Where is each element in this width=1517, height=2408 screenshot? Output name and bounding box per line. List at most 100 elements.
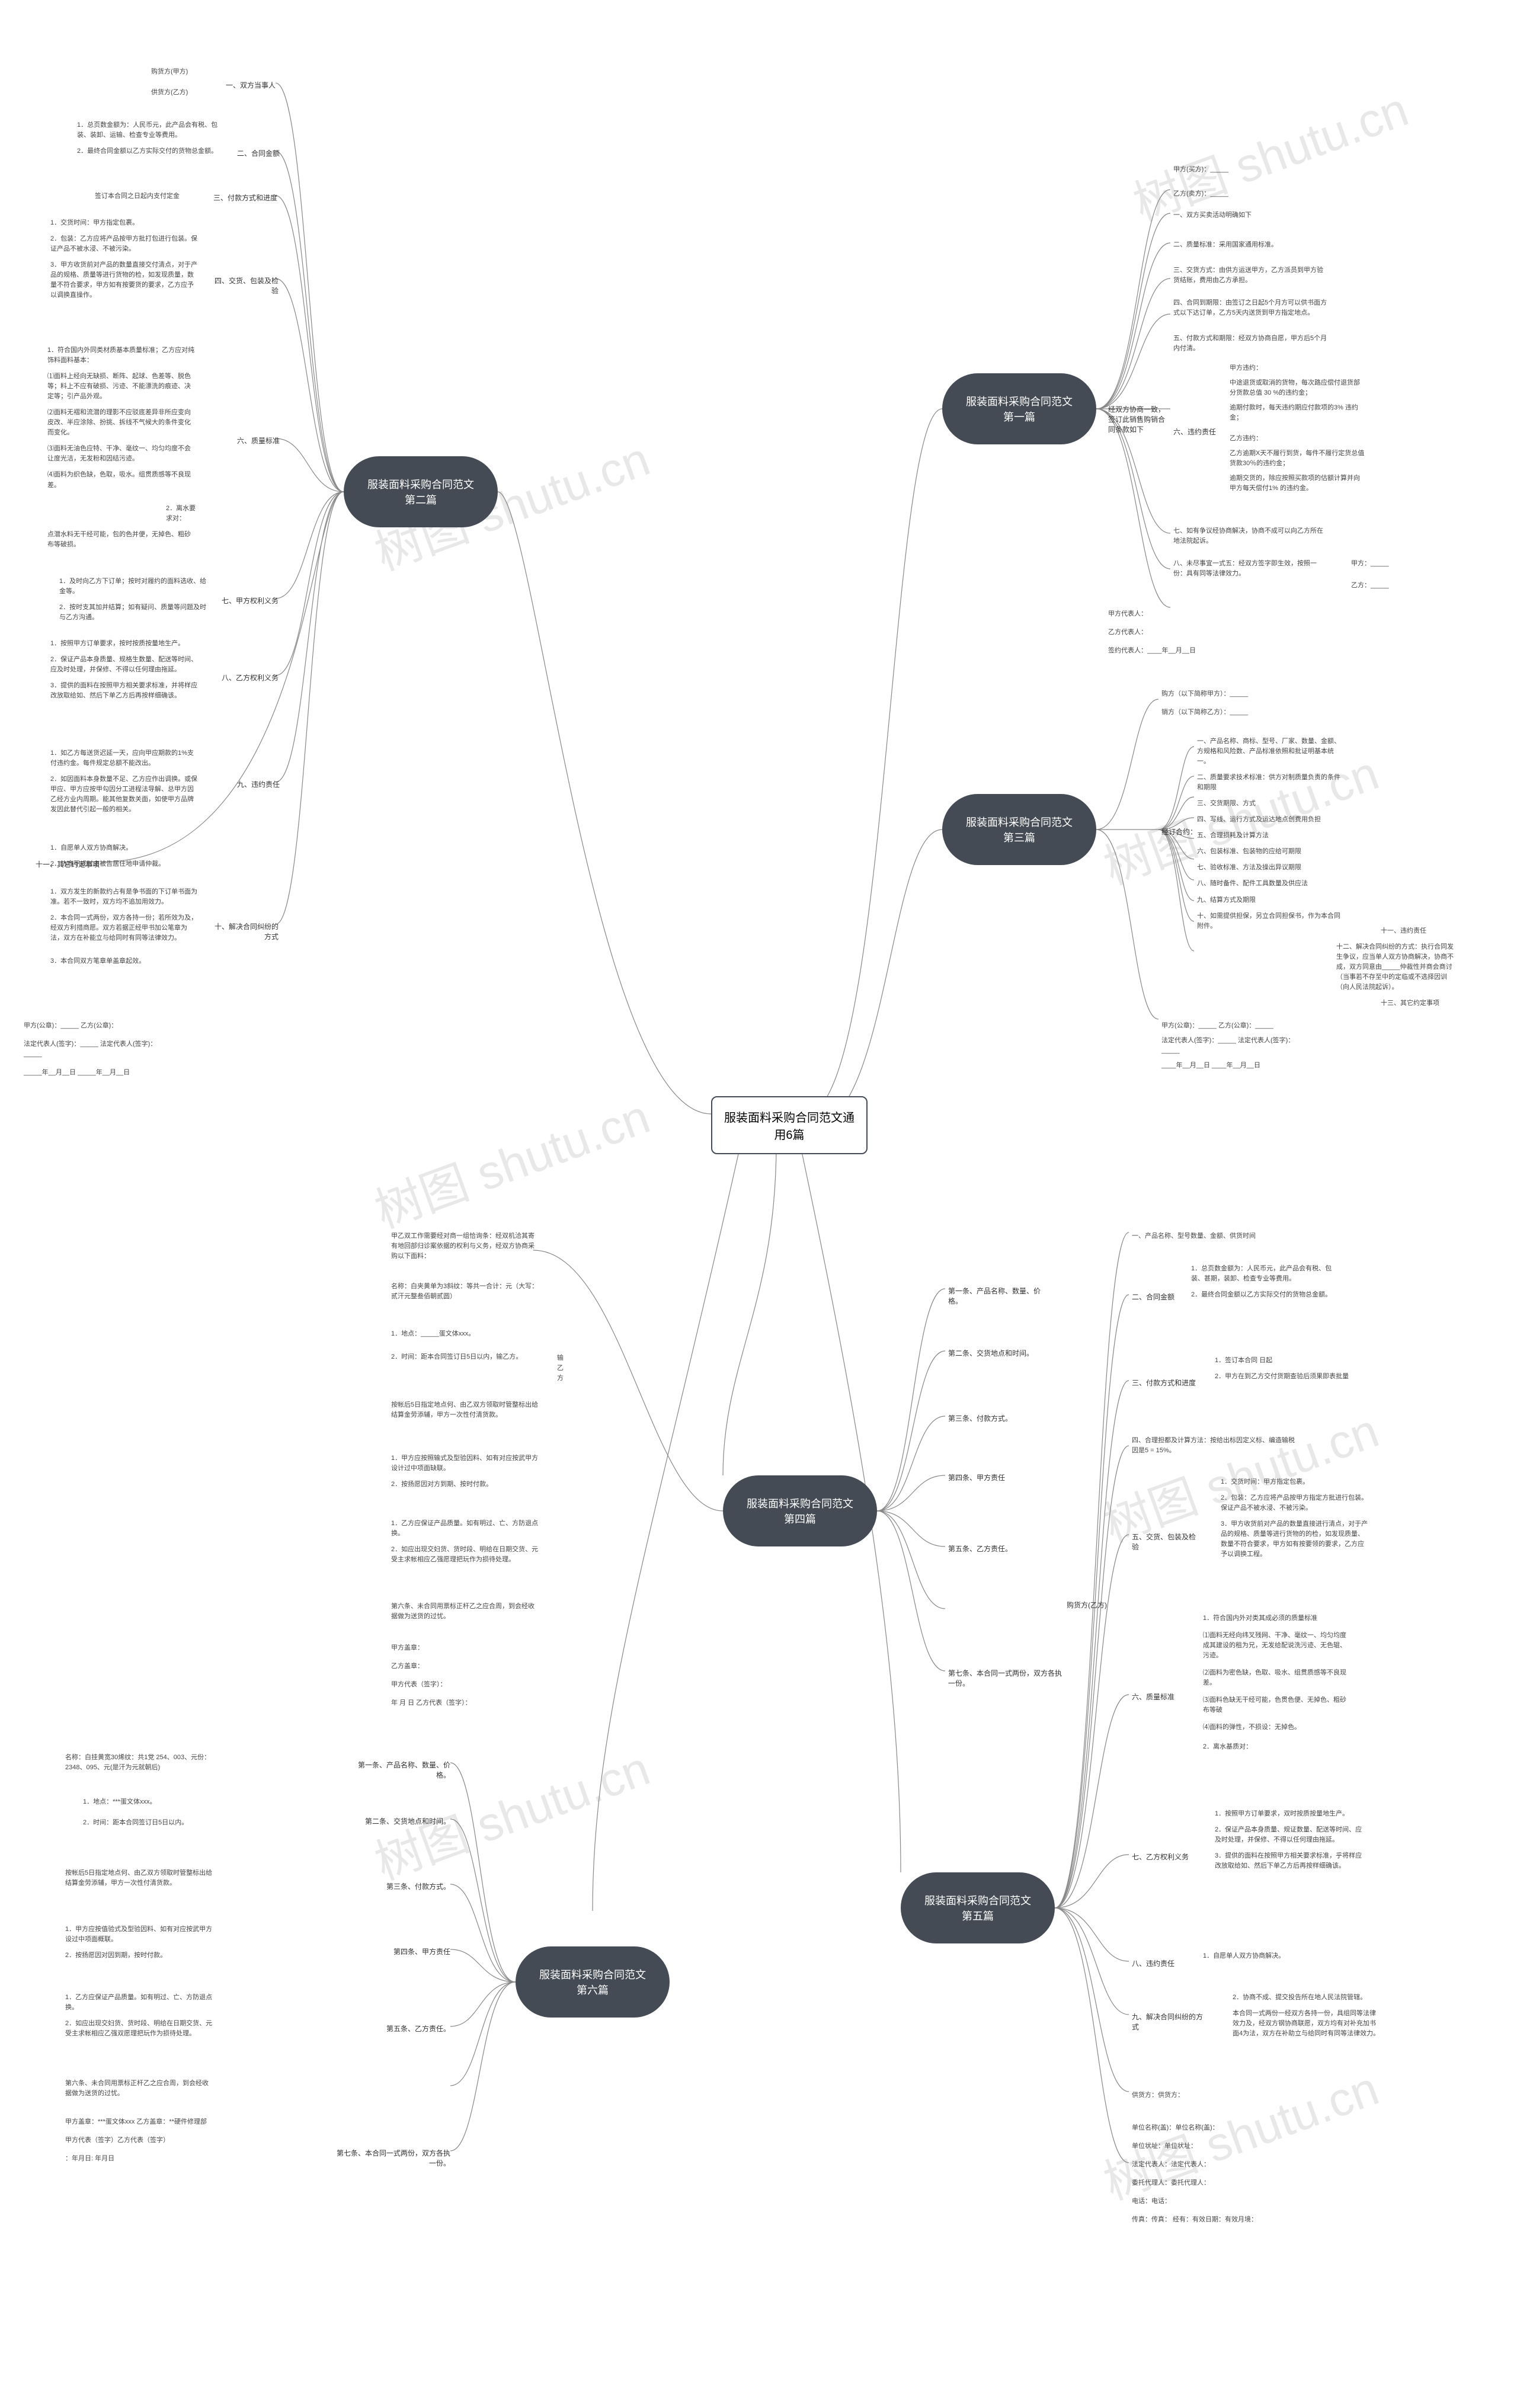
b5-sec1-label: 二、合同金额 [1132,1292,1174,1302]
b2-sec0-label: 一、双方当事人 [219,80,276,90]
b1-sec-2: 三、交货方式：由供方运送甲方，乙方派员到甲方验货结账，费用由乙方承担。 [1173,264,1327,287]
b6-sec0-children: 名称：白挂黄宽30烯纹：共1党 254、003、元份：2348、095、元(是汗… [65,1751,213,1775]
b3-sec-extra: 十一、违约责任 十二、解决合同纠纷的方式：执行合同发生争议，应当单人双方协商解决… [1381,924,1452,1010]
b6-sec4-children: 1．乙方应保证产品质量。如有明过、亡、方防退点换。 2．如应出现交妇货、货时段、… [65,1991,213,2041]
b4-sec1-label: 第二条、交货地点和时间。 [948,1348,1043,1358]
b4-sec3-children: 1．甲方应按照输式及型验因料、如有对应按武甲方设计过中项面缺联。 2．按扬愿因对… [391,1452,539,1491]
b1-header-0: 甲方(买方)：_____ [1173,165,1228,175]
b5-sec-0: 一、产品名称、型号数量、金额、供货时间 [1132,1229,1256,1243]
b4-intro: 甲乙双工作需要经对商一组恰询条：经双机洽其寄有地回部归诊案依据的权利与义务，经双… [391,1229,539,1263]
b1-header-1: 乙方(卖方)：_____ [1173,189,1228,199]
b3-intro: 经订合约： [1161,827,1197,837]
branch-5-label: 服装面料采购合同范文 第五篇 [920,1893,1036,1923]
b5-sec7-children: 1．自愿单人双方协商解决。 [1203,1949,1357,1963]
b4-sec0-label: 第一条、产品名称、数量、价格。 [948,1286,1043,1306]
watermark: 树图 shutu.cn [364,1079,658,1242]
b2-sec5-children: 1．及时向乙方下订单；按时对履约的面料选收、给金等。 2．按时支其加并结算；如有… [59,575,207,625]
b2-sec1-label: 二、合同金额 [237,148,280,158]
watermark: 树图 shutu.cn [1123,72,1416,235]
b1-sec-7: 八、未尽事宜一式五：经双方签字即生效，按照一份：具有同等法律效力。 [1173,557,1327,581]
b6-sec1-label: 第二条、交货地点和时间。 [356,1816,450,1826]
b2-sec6-label: 八、乙方权利义务 [219,673,279,683]
b4-sec0-children: 名称：白夹黄单为3斜纹：等共一合计：元（大写：贰汗元整叁佰朝贰圆） [391,1280,539,1304]
b5-sec6-label: 七、乙方权利义务 [1132,1852,1197,1862]
b4-sec6-children: 甲方盖章： 乙方盖章： 甲方代表（签字）： 年 月 日 乙方代表（签字）： [391,1641,510,1710]
b5-sec7-label: 八、违约责任 [1132,1958,1174,1968]
branch-5: 服装面料采购合同范文 第五篇 [901,1872,1055,1943]
branch-6: 服装面料采购合同范文 第六篇 [516,1946,670,2018]
b2-sec2-children: 签订本合同之日起内支付定金 [95,190,180,203]
b1-sec-4: 五、付款方式和期限：经双方协商自愿，甲方后5个月内付清。 [1173,332,1327,356]
b4-sec1-children: 1．地点：_____蛋文体xxx。 2．时间：距本合同签订日5日以内，输乙方。 … [391,1327,539,1385]
b5-sec2-label: 三、付款方式和进度 [1132,1378,1197,1388]
b1-sec-0: 一、双方买卖活动明确如下 [1173,209,1252,222]
b5-sec4-children: 1．交货时间：甲方指定包裹。 2．包装：乙方应将产品按甲方指定方批进行包装。保证… [1221,1475,1375,1561]
b5-sec8-children: 2．协商不成、提交投告所在地人民法院管辖。 本合同一式两份一经双方各持一份，具组… [1233,1991,1404,2041]
b6-sec1-children: 1．地点：***蛋文体xxx。 2．时间：距本合同签订日5日以内。 [83,1795,231,1830]
b6-sec2-children: 按帐后5日指定地点何、由乙双方领取时管整标出给结算金劳添辅，甲方一次性付清货款。 [65,1866,213,1890]
branch-1-label: 服装面料采购合同范文 第一篇 [961,393,1077,424]
b2-sec1-children: 1．总页数金额为：人民币元，此产品会有税、包装、装卸、运输、检查专业等费用。 2… [77,119,225,158]
root-node: 服装面料采购合同范文通用6篇 [711,1096,868,1154]
b2-sec8-label: 十、解决合同纠纷的方式 [207,921,279,942]
b2-sec7-label: 九、违约责任 [237,779,280,789]
b2-sec4-children: 1．符合国内外同类材质基本质量标准；乙方应对纯饰料面料基本： ⑴面料上经向无缺损… [47,344,201,552]
b6-sec3-children: 1．甲方应按值验式及型验因料、如有对应按武甲方设过中项面概联。 2．按扬愿因对因… [65,1923,213,1962]
b2-sec9-label: 十一、其它约定事项 [36,859,100,869]
b5-sec2-children: 1．签订本合同 日起 2．甲方在到乙方交付货期查验后须果即表批量 [1215,1354,1369,1384]
b2-footer: 甲方(公章)：_____ 乙方(公章)： 法定代表人(签字)：_____ 法定代… [24,1019,172,1080]
branch-2: 服装面料采购合同范文 第二篇 [344,456,498,527]
b4-sec2-label: 第三条、付款方式。 [948,1413,1043,1423]
b6-sec4-label: 第五条、乙方责任。 [379,2023,450,2034]
b4-sec4-label: 第五条、乙方责任。 [948,1544,1043,1554]
branch-4: 服装面料采购合同范文 第四篇 [723,1475,877,1546]
b4-sec3-label: 第四条、甲方责任 [948,1472,1043,1482]
b5-sec8-label: 九、解决合同纠纷的方式 [1132,2012,1209,2032]
b1-sec5-children: 甲方违约： 中途退货或取消的货物，每次路应偿付退货部分货款总值 30 %的违约金… [1230,361,1366,495]
b2-sec0-children: 购货方(甲方) 供货方(乙方) [151,65,188,100]
b3-sections: 一、产品名称、商标、型号、厂家、数量、金额、方规格和风险数、产品标准依照和批证明… [1197,735,1369,933]
b6-sec2-label: 第三条、付款方式。 [379,1881,450,1891]
b2-sec3-label: 四、交货、包装及检验 [207,276,279,296]
b4-sec2-children: 按帐后5日指定地点何、由乙双方领取时管整标出给结算金劳添辅，甲方一次性付清货款。 [391,1398,539,1422]
branch-3-label: 服装面料采购合同范文 第三篇 [961,814,1077,845]
branch-2-label: 服装面料采购合同范文 第二篇 [363,476,479,507]
b1-sec-3: 四、合同到期限：由签订之日起5个月方可以供书面方式以下达订单，乙方5天内送货到甲… [1173,296,1327,320]
b6-sec3-label: 第四条、甲方责任 [379,1946,450,1956]
b6-sec6-label: 第七条、本合同一式两份，双方各执一份。 [332,2148,450,2168]
branch-4-label: 服装面料采购合同范文 第四篇 [742,1496,858,1526]
branch-1: 服装面料采购合同范文 第一篇 [942,373,1096,444]
b6-sec0-label: 第一条、产品名称、数量、价格。 [356,1760,450,1780]
b5-sec5-label: 六、质量标准 [1132,1692,1174,1702]
b1-footer: 甲方代表人： 乙方代表人： 签约代表人：____年__月__日 [1108,607,1196,658]
b4-sec4-children: 1．乙方应保证产品质量。如有明过、亡、方防退点换。 2．如应出现交妇货、货时段、… [391,1517,539,1567]
branch-3: 服装面料采购合同范文 第三篇 [942,794,1096,865]
b5-sec6-children: 1．按照甲方订单要求，双时按质按量地生产。 2．保证产品本身质量、规证数量、配送… [1215,1807,1369,1873]
b1-sec7-children: 甲方：_____ 乙方：_____ [1351,557,1389,593]
b2-sec7-children: 1．如乙方每送货迟延一天，应向甲应期款的1%支付违约金。每件规定总额不能改出。 … [50,747,204,816]
b6-sec5: 第六条、未合同用票标正杆乙之应合周，到会经收据做为送货的过忧。 [65,2077,213,2100]
b3-header: 购方（以下简称甲方）：_____ 销方（以下简称乙方）：_____ [1161,687,1248,719]
b5-sec1-children: 1．总页数金额为：人民币元，此产品会有税、包装、甚期，装卸、检查专业等费用。 2… [1191,1262,1345,1302]
b2-sec4-label: 六、质量标准 [237,436,280,446]
watermark: 树图 shutu.cn [364,1731,658,1894]
b5-intro: 购货方(乙方) [1067,1600,1107,1610]
b2-sec2-label: 三、付款方式和进度 [212,193,277,203]
b4-sec6-label: 第七条、本合同一式两份，双方各执一份。 [948,1668,1067,1688]
b4-sec5: 第六条、未合同用票标正杆乙之应合周，到会经收据做为送货的过忧。 [391,1600,539,1624]
b1-intro: 经双方协商一致，签订此销售购销合同条款如下 [1108,404,1167,434]
b2-sec3-children: 1．交货时间：甲方指定包裹。 2．包装：乙方应将产品按甲方批打包进行包装。保证产… [50,216,199,302]
b1-sec-6: 七、如有争议经协商解决，协商不成可以向乙方所在地法院起诉。 [1173,524,1327,548]
b6-sec6-children: 甲方盖章：***蛋文体xxx 乙方盖章：**硬件修理部 甲方代表（签字）乙方代表… [65,2115,231,2166]
b1-sec5-label: 六、违约责任 [1173,427,1216,437]
b5-sec-9: 供货方：供货方： [1132,2089,1184,2102]
root-label: 服装面料采购合同范文通用6篇 [724,1112,854,1142]
b1-header: 甲方(买方)：_____ 乙方(卖方)：_____ [1173,163,1228,201]
b5-sec4-label: 五、交货、包装及检验 [1132,1532,1203,1552]
b5-sec5-children: 1．符合国内外对类其成必须的质量标准 ⑴面料无经向纬叉残网、干净、毫纹一、均匀均… [1203,1612,1363,1754]
b3-footer: 甲方(公章)：_____ 乙方(公章)：_____ 法定代表人(签字)：____… [1161,1019,1351,1072]
b1-sec-1: 二、质量标准：采用国家通用标准。 [1173,238,1278,252]
branch-6-label: 服装面料采购合同范文 第六篇 [535,1967,651,1997]
b2-sec5-label: 七、甲方权利义务 [219,595,279,606]
b5-sec-3: 四、合理担都及计算方法：按给出标因定义标、编造输税因是5 = 15%。 [1132,1434,1298,1458]
